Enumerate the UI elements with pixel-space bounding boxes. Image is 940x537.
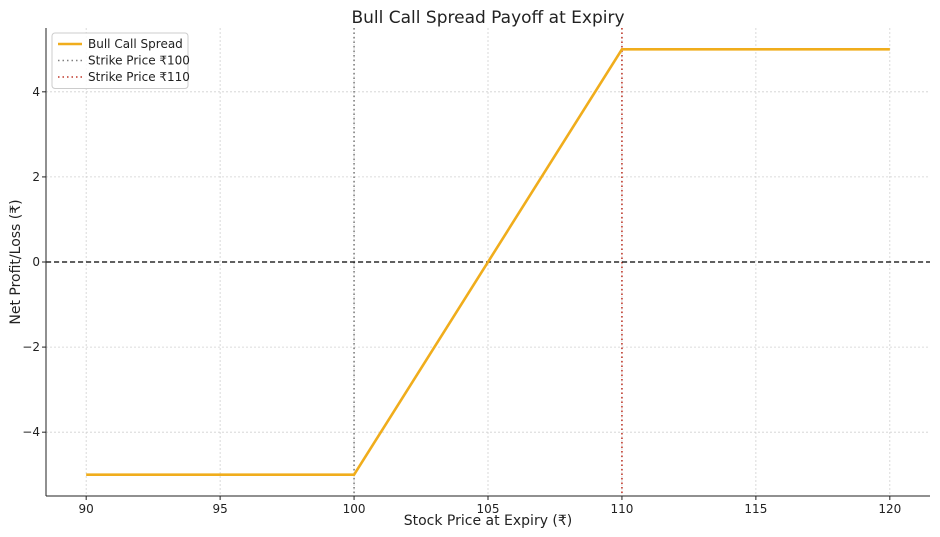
y-tick-label: 2 [32, 170, 40, 184]
tick-labels: 90 95 100 105 110 115 120 −4 −2 0 2 4 [22, 85, 901, 516]
legend: Bull Call Spread Strike Price ₹100 Strike … [51, 32, 190, 89]
x-tick-label: 105 [477, 502, 500, 516]
y-tick-label: −4 [22, 425, 40, 439]
y-tick-label: 0 [32, 255, 40, 269]
x-tick-label: 120 [878, 502, 901, 516]
x-axis-label: Stock Price at Expiry (₹) [404, 513, 573, 529]
chart-title: Bull Call Spread Payoff at Expiry [351, 8, 624, 28]
x-tick-label: 90 [79, 502, 94, 516]
y-axis-label: Net Profit/Loss (₹) [8, 199, 24, 324]
y-tick-label: −2 [22, 340, 40, 354]
series-layer [86, 47, 890, 477]
series-line-0 [86, 47, 890, 477]
x-tick-label: 100 [343, 502, 366, 516]
legend-box [51, 32, 189, 89]
legend-item-label: Strike Price ₹110 [88, 70, 190, 84]
y-tick-label: 4 [32, 85, 40, 99]
x-tick-label: 110 [610, 502, 633, 516]
x-tick-label: 115 [744, 502, 767, 516]
legend-item-label: Strike Price ₹100 [88, 54, 190, 68]
legend-item-label: Bull Call Spread [88, 37, 183, 51]
x-tick-label: 95 [212, 502, 227, 516]
